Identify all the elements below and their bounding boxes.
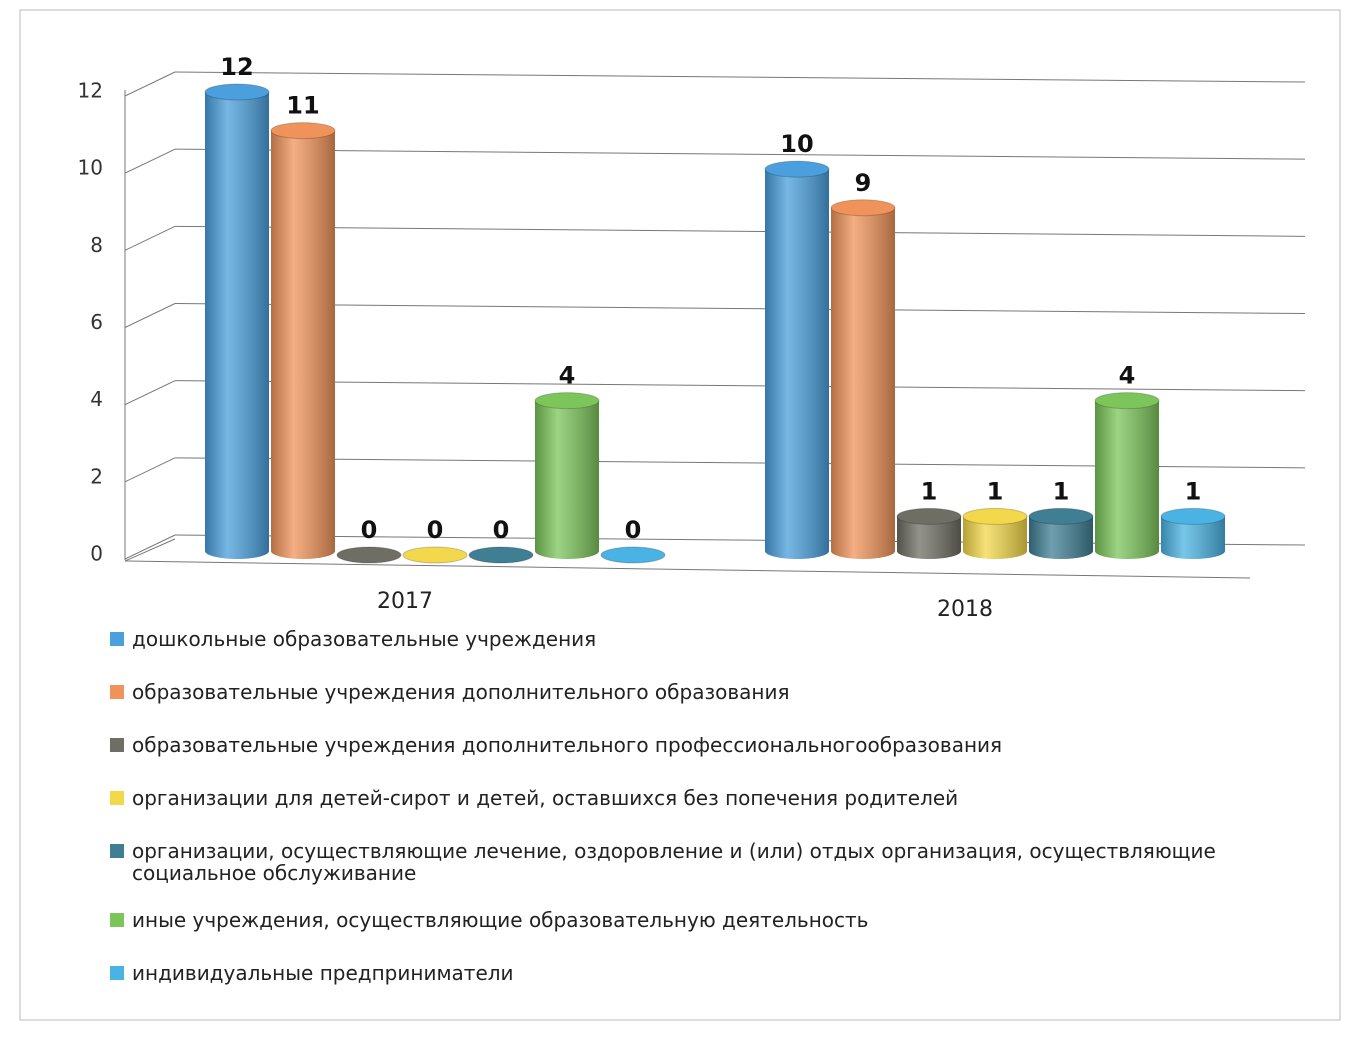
legend-label: образовательные учреждения дополнительно… <box>132 733 1003 757</box>
data-label: 0 <box>625 516 642 544</box>
data-label: 11 <box>286 92 319 120</box>
y-tick-label: 2 <box>90 464 103 488</box>
grid-line <box>124 534 176 560</box>
bar-top <box>468 546 534 564</box>
data-label: 0 <box>427 516 444 544</box>
bar-top <box>1094 392 1160 410</box>
legend-label: образовательные учреждения дополнительно… <box>132 680 790 704</box>
y-tick-label: 4 <box>90 387 103 411</box>
legend-swatch <box>110 913 124 927</box>
bar-shading <box>897 516 961 559</box>
legend-label: индивидуальные предприниматели <box>132 961 514 985</box>
legend-label: дошкольные образовательные учреждения <box>132 627 597 651</box>
legend-swatch <box>110 791 124 805</box>
bar-top <box>830 199 896 217</box>
legend-swatch <box>110 632 124 646</box>
bar-top <box>534 392 600 410</box>
legend-swatch <box>110 844 124 858</box>
bar-shading <box>963 516 1027 559</box>
bar-top <box>270 122 336 140</box>
bar-shading <box>1095 400 1159 559</box>
bar-shading <box>205 92 269 559</box>
grid-line <box>174 380 1306 392</box>
y-tick-label: 10 <box>78 156 103 180</box>
grid-line <box>124 380 176 406</box>
bar-top <box>600 546 666 564</box>
y-tick-label: 12 <box>78 79 103 103</box>
x-tick-label: 2018 <box>937 597 993 622</box>
data-label: 1 <box>987 477 1004 505</box>
legend-label: иные учреждения, осуществляющие образова… <box>132 908 869 932</box>
bar-shading <box>1161 516 1225 559</box>
data-label: 10 <box>780 130 813 158</box>
y-tick-label: 8 <box>90 233 103 257</box>
legend-label: организации для детей-сирот и детей, ост… <box>132 786 959 810</box>
legend-item: иные учреждения, осуществляющие образова… <box>110 909 1280 937</box>
data-label: 4 <box>559 362 576 390</box>
grid-line <box>174 148 1306 160</box>
grid-line <box>124 148 176 174</box>
bar-top <box>402 546 468 564</box>
legend-item: дошкольные образовательные учреждения <box>110 628 1280 656</box>
data-label: 12 <box>220 53 253 81</box>
legend-swatch <box>110 966 124 980</box>
grid-line <box>124 71 176 97</box>
bar-top <box>1160 507 1226 525</box>
y-tick-label: 6 <box>90 310 103 334</box>
legend-item: организации для детей-сирот и детей, ост… <box>110 787 1280 815</box>
legend-item: образовательные учреждения дополнительно… <box>110 681 1280 709</box>
bar-top <box>896 507 962 525</box>
x-axis <box>124 538 176 562</box>
grid-line <box>174 303 1306 314</box>
bar-top <box>962 507 1028 525</box>
data-label: 0 <box>361 516 378 544</box>
bar-top <box>1028 507 1094 525</box>
data-label: 9 <box>855 169 872 197</box>
y-tick-label: 0 <box>90 542 103 566</box>
legend-item: образовательные учреждения дополнительно… <box>110 734 1280 762</box>
data-label: 1 <box>1185 477 1202 505</box>
data-label: 1 <box>921 477 938 505</box>
data-label: 0 <box>493 516 510 544</box>
bar-shading <box>271 130 335 560</box>
data-label: 1 <box>1053 477 1070 505</box>
legend-item: индивидуальные предприниматели <box>110 962 1280 990</box>
grid-line <box>174 225 1306 237</box>
grid-line <box>124 457 176 483</box>
grid-line <box>174 71 1306 83</box>
x-tick-label: 2017 <box>377 589 433 614</box>
grid-line <box>124 225 176 251</box>
bar-top <box>336 546 402 564</box>
legend-item: организации, осуществляющие лечение, озд… <box>110 840 1280 884</box>
data-label: 4 <box>1119 362 1136 390</box>
legend: дошкольные образовательные учреждения обр… <box>110 628 1280 1015</box>
bar-shading <box>1029 516 1093 559</box>
x-axis <box>124 560 1251 579</box>
bar-shading <box>535 400 599 559</box>
legend-label: организации, осуществляющие лечение, озд… <box>132 839 1216 885</box>
legend-swatch <box>110 738 124 752</box>
bar-shading <box>831 207 895 559</box>
bar-top <box>204 83 270 101</box>
legend-swatch <box>110 685 124 699</box>
frame <box>19 9 1341 1021</box>
bar-top <box>764 160 830 178</box>
bar-shading <box>765 169 829 559</box>
grid-line <box>124 303 176 328</box>
